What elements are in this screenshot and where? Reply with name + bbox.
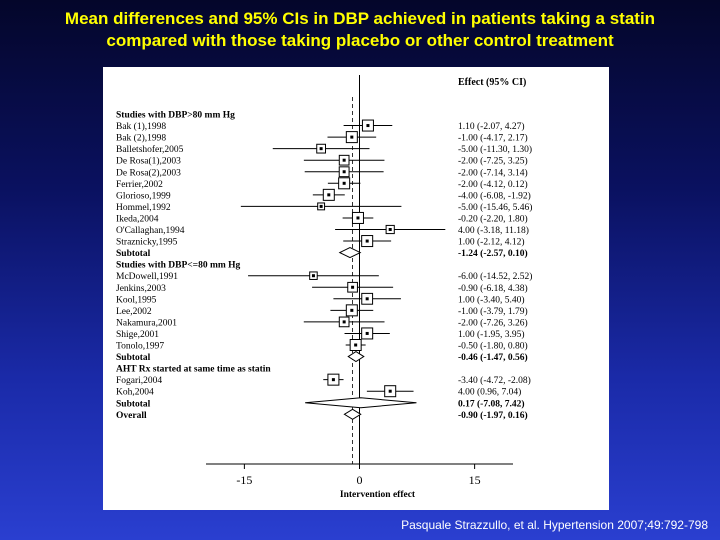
x-tick-label: 15 (469, 473, 481, 487)
subtotal-label: Subtotal (116, 353, 151, 363)
ci-text: 1.00 (-2.12, 4.12) (458, 237, 525, 248)
study-label: Ikeda,2004 (116, 214, 159, 224)
study-point (351, 285, 355, 289)
study-point (319, 147, 323, 151)
forest-plot: Effect (95% CI) Studies with DBP>80 mm Hg… (116, 75, 532, 500)
study-label: Ferrier,2002 (116, 180, 163, 190)
ci-text: -6.00 (-14.52, 2.52) (458, 271, 532, 282)
study-label: Fogari,2004 (116, 376, 162, 386)
title-line-2: compared with those taking placebo or ot… (106, 31, 614, 50)
ci-text: -4.00 (-6.08, -1.92) (458, 190, 531, 201)
ci-text: -0.20 (-2.20, 1.80) (458, 213, 528, 224)
study-point (388, 389, 392, 393)
study-label: Lee,2002 (116, 307, 152, 317)
citation: Pasquale Strazzullo, et al. Hypertension… (401, 518, 708, 532)
study-point (311, 274, 315, 278)
study-point (342, 181, 346, 185)
subtotal-diamond (338, 247, 362, 259)
study-label: Glorioso,1999 (116, 191, 171, 201)
study-label: Straznicky,1995 (116, 238, 178, 248)
study-point (342, 158, 346, 162)
ci-text: -1.00 (-3.79, 1.79) (458, 306, 528, 317)
ci-text: 1.10 (-2.07, 4.27) (458, 121, 525, 132)
group-header: Studies with DBP>80 mm Hg (116, 111, 235, 121)
group-header: AHT Rx started at same time as statin (116, 365, 271, 375)
study-point (342, 320, 346, 324)
study-label: Kool,1995 (116, 295, 157, 305)
ci-text: -5.00 (-11.30, 1.30) (458, 144, 532, 155)
subtotal-label: Subtotal (116, 249, 151, 259)
study-label: Bak (1),1998 (116, 121, 166, 132)
study-label: Shige,2001 (116, 330, 159, 340)
ci-text: -2.00 (-7.14, 3.14) (458, 167, 528, 178)
study-label: Bak (2),1998 (116, 133, 166, 144)
ci-text: -0.90 (-6.18, 4.38) (458, 283, 528, 294)
group-header: Studies with DBP<=80 mm Hg (116, 261, 241, 271)
study-label: McDowell,1991 (116, 272, 178, 282)
study-point (366, 124, 370, 128)
ci-text: -2.00 (-7.25, 3.25) (458, 156, 528, 167)
effect-header: Effect (95% CI) (458, 77, 526, 88)
subtotal-label: Subtotal (116, 399, 151, 409)
subtotal-diamond (305, 397, 417, 409)
study-label: Balletshofer,2005 (116, 144, 184, 155)
study-label: De Rosa(2),2003 (116, 167, 181, 178)
ci-text: -1.00 (-4.17, 2.17) (458, 133, 528, 144)
study-label: Nakamura,2001 (116, 318, 177, 328)
study-point (365, 239, 369, 243)
ci-text: 1.00 (-1.95, 3.95) (458, 329, 525, 340)
forest-plot-panel: Effect (95% CI) Studies with DBP>80 mm Hg… (103, 67, 609, 510)
ci-text: -2.00 (-4.12, 0.12) (458, 179, 528, 190)
ci-text: 4.00 (0.96, 7.04) (458, 387, 521, 398)
x-axis-label: Intervention effect (340, 490, 416, 500)
study-point (350, 308, 354, 312)
subtotal-diamond (347, 350, 365, 363)
study-label: Jenkins,2003 (116, 284, 166, 294)
overall-diamond (343, 408, 362, 420)
study-point (356, 216, 360, 220)
study-point (365, 331, 369, 335)
study-point (331, 378, 335, 382)
x-tick-label: 0 (357, 473, 363, 487)
study-point (342, 170, 346, 174)
ci-text: 1.00 (-3.40, 5.40) (458, 294, 525, 305)
study-label: Koh,2004 (116, 388, 154, 398)
slide-title: Mean differences and 95% CIs in DBP achi… (0, 8, 720, 52)
study-point (388, 228, 392, 231)
ci-text: 0.17 (-7.08, 7.42) (458, 398, 525, 409)
study-label: Hommel,1992 (116, 203, 171, 213)
ci-text: -1.24 (-2.57, 0.10) (458, 248, 528, 259)
ci-text: -2.00 (-7.26, 3.26) (458, 317, 528, 328)
ci-text: -5.00 (-15.46, 5.46) (458, 202, 532, 213)
ci-text: -0.90 (-1.97, 0.16) (458, 410, 528, 421)
ci-text: -0.46 (-1.47, 0.56) (458, 352, 528, 363)
ci-text: 4.00 (-3.18, 11.18) (458, 225, 529, 236)
ci-text: -0.50 (-1.80, 0.80) (458, 341, 528, 352)
title-line-1: Mean differences and 95% CIs in DBP achi… (64, 9, 656, 28)
study-label: O'Callaghan,1994 (116, 226, 185, 236)
study-point (365, 297, 369, 301)
x-tick-label: -15 (236, 473, 252, 487)
overall-label: Overall (116, 411, 147, 421)
study-label: De Rosa(1),2003 (116, 156, 181, 167)
study-point (354, 343, 358, 347)
study-point (327, 193, 331, 197)
study-point (350, 135, 354, 139)
study-point (319, 204, 323, 208)
ci-text: -3.40 (-4.72, -2.08) (458, 375, 531, 386)
study-label: Tonolo,1997 (116, 342, 164, 352)
